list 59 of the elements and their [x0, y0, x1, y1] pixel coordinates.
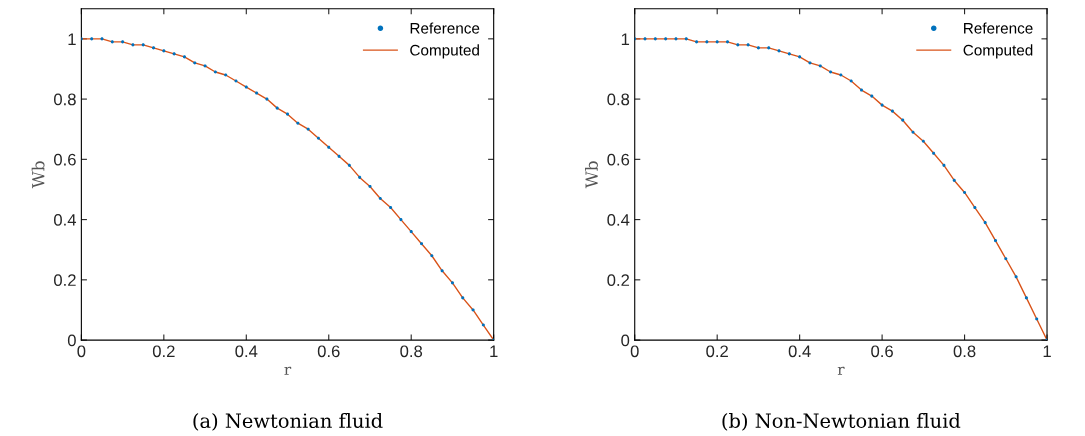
point	[880, 103, 884, 107]
point	[932, 151, 936, 155]
x-tick-label: 0	[630, 345, 639, 358]
point	[172, 52, 176, 56]
point	[368, 184, 372, 188]
x-tick-label: 0.2	[152, 345, 175, 358]
point	[1004, 257, 1008, 261]
point	[347, 163, 351, 167]
y-tick-label: 0.6	[54, 153, 76, 166]
x-tick-label: 0.6	[317, 345, 340, 358]
y-tick-label: 0	[67, 334, 76, 347]
point	[141, 43, 145, 47]
point	[327, 145, 331, 149]
x-axis-title: r	[837, 366, 845, 375]
y-tick-label: 0.4	[607, 213, 630, 226]
point	[808, 61, 812, 65]
point	[213, 70, 217, 74]
point	[684, 37, 688, 41]
point	[389, 205, 393, 210]
point	[481, 323, 485, 327]
y-tick-label: 1	[621, 33, 630, 45]
legend-label: Reference	[964, 22, 1033, 34]
legend-label: Computed	[410, 44, 479, 59]
point	[963, 190, 967, 195]
legend-label: Computed	[963, 44, 1033, 59]
point	[358, 175, 362, 179]
y-tick-label: 1	[68, 33, 76, 45]
y-tick-label: 0.8	[54, 93, 76, 106]
y-tick-label: 0	[621, 334, 630, 347]
point	[296, 121, 300, 125]
point	[265, 97, 269, 101]
y-axis-title: Wb	[31, 161, 45, 189]
legend-label: Reference	[410, 22, 480, 34]
y-tick-label: 0.2	[54, 274, 76, 287]
y-tick-label: 0.4	[54, 213, 77, 226]
x-tick-label: 0.6	[871, 345, 893, 358]
text: (b) Non-Newtonian fluid	[722, 412, 961, 431]
point	[430, 254, 434, 258]
x-tick-label: 0.8	[400, 345, 423, 358]
x-tick-label: 1	[1043, 345, 1051, 358]
x-tick-label: 0.8	[953, 345, 976, 358]
x-tick-label: 0.4	[235, 345, 258, 358]
x-axis-title: r	[284, 366, 292, 375]
text: (a) Newtonian fluid	[193, 412, 383, 431]
x-tick-label: 1	[490, 345, 498, 358]
point	[746, 43, 750, 47]
y-tick-label: 0.2	[607, 274, 630, 287]
point	[162, 49, 166, 53]
point	[715, 40, 719, 44]
point	[705, 40, 709, 44]
y-tick-label: 0.8	[607, 93, 630, 106]
y-axis-title: Wb	[585, 161, 598, 189]
x-tick-label: 0.4	[788, 345, 811, 358]
y-tick-label: 0.6	[607, 153, 630, 166]
point	[921, 139, 925, 143]
x-tick-label: 0.2	[706, 345, 728, 358]
point	[993, 239, 998, 243]
x-tick-label: 0	[77, 345, 86, 358]
point	[829, 70, 833, 74]
